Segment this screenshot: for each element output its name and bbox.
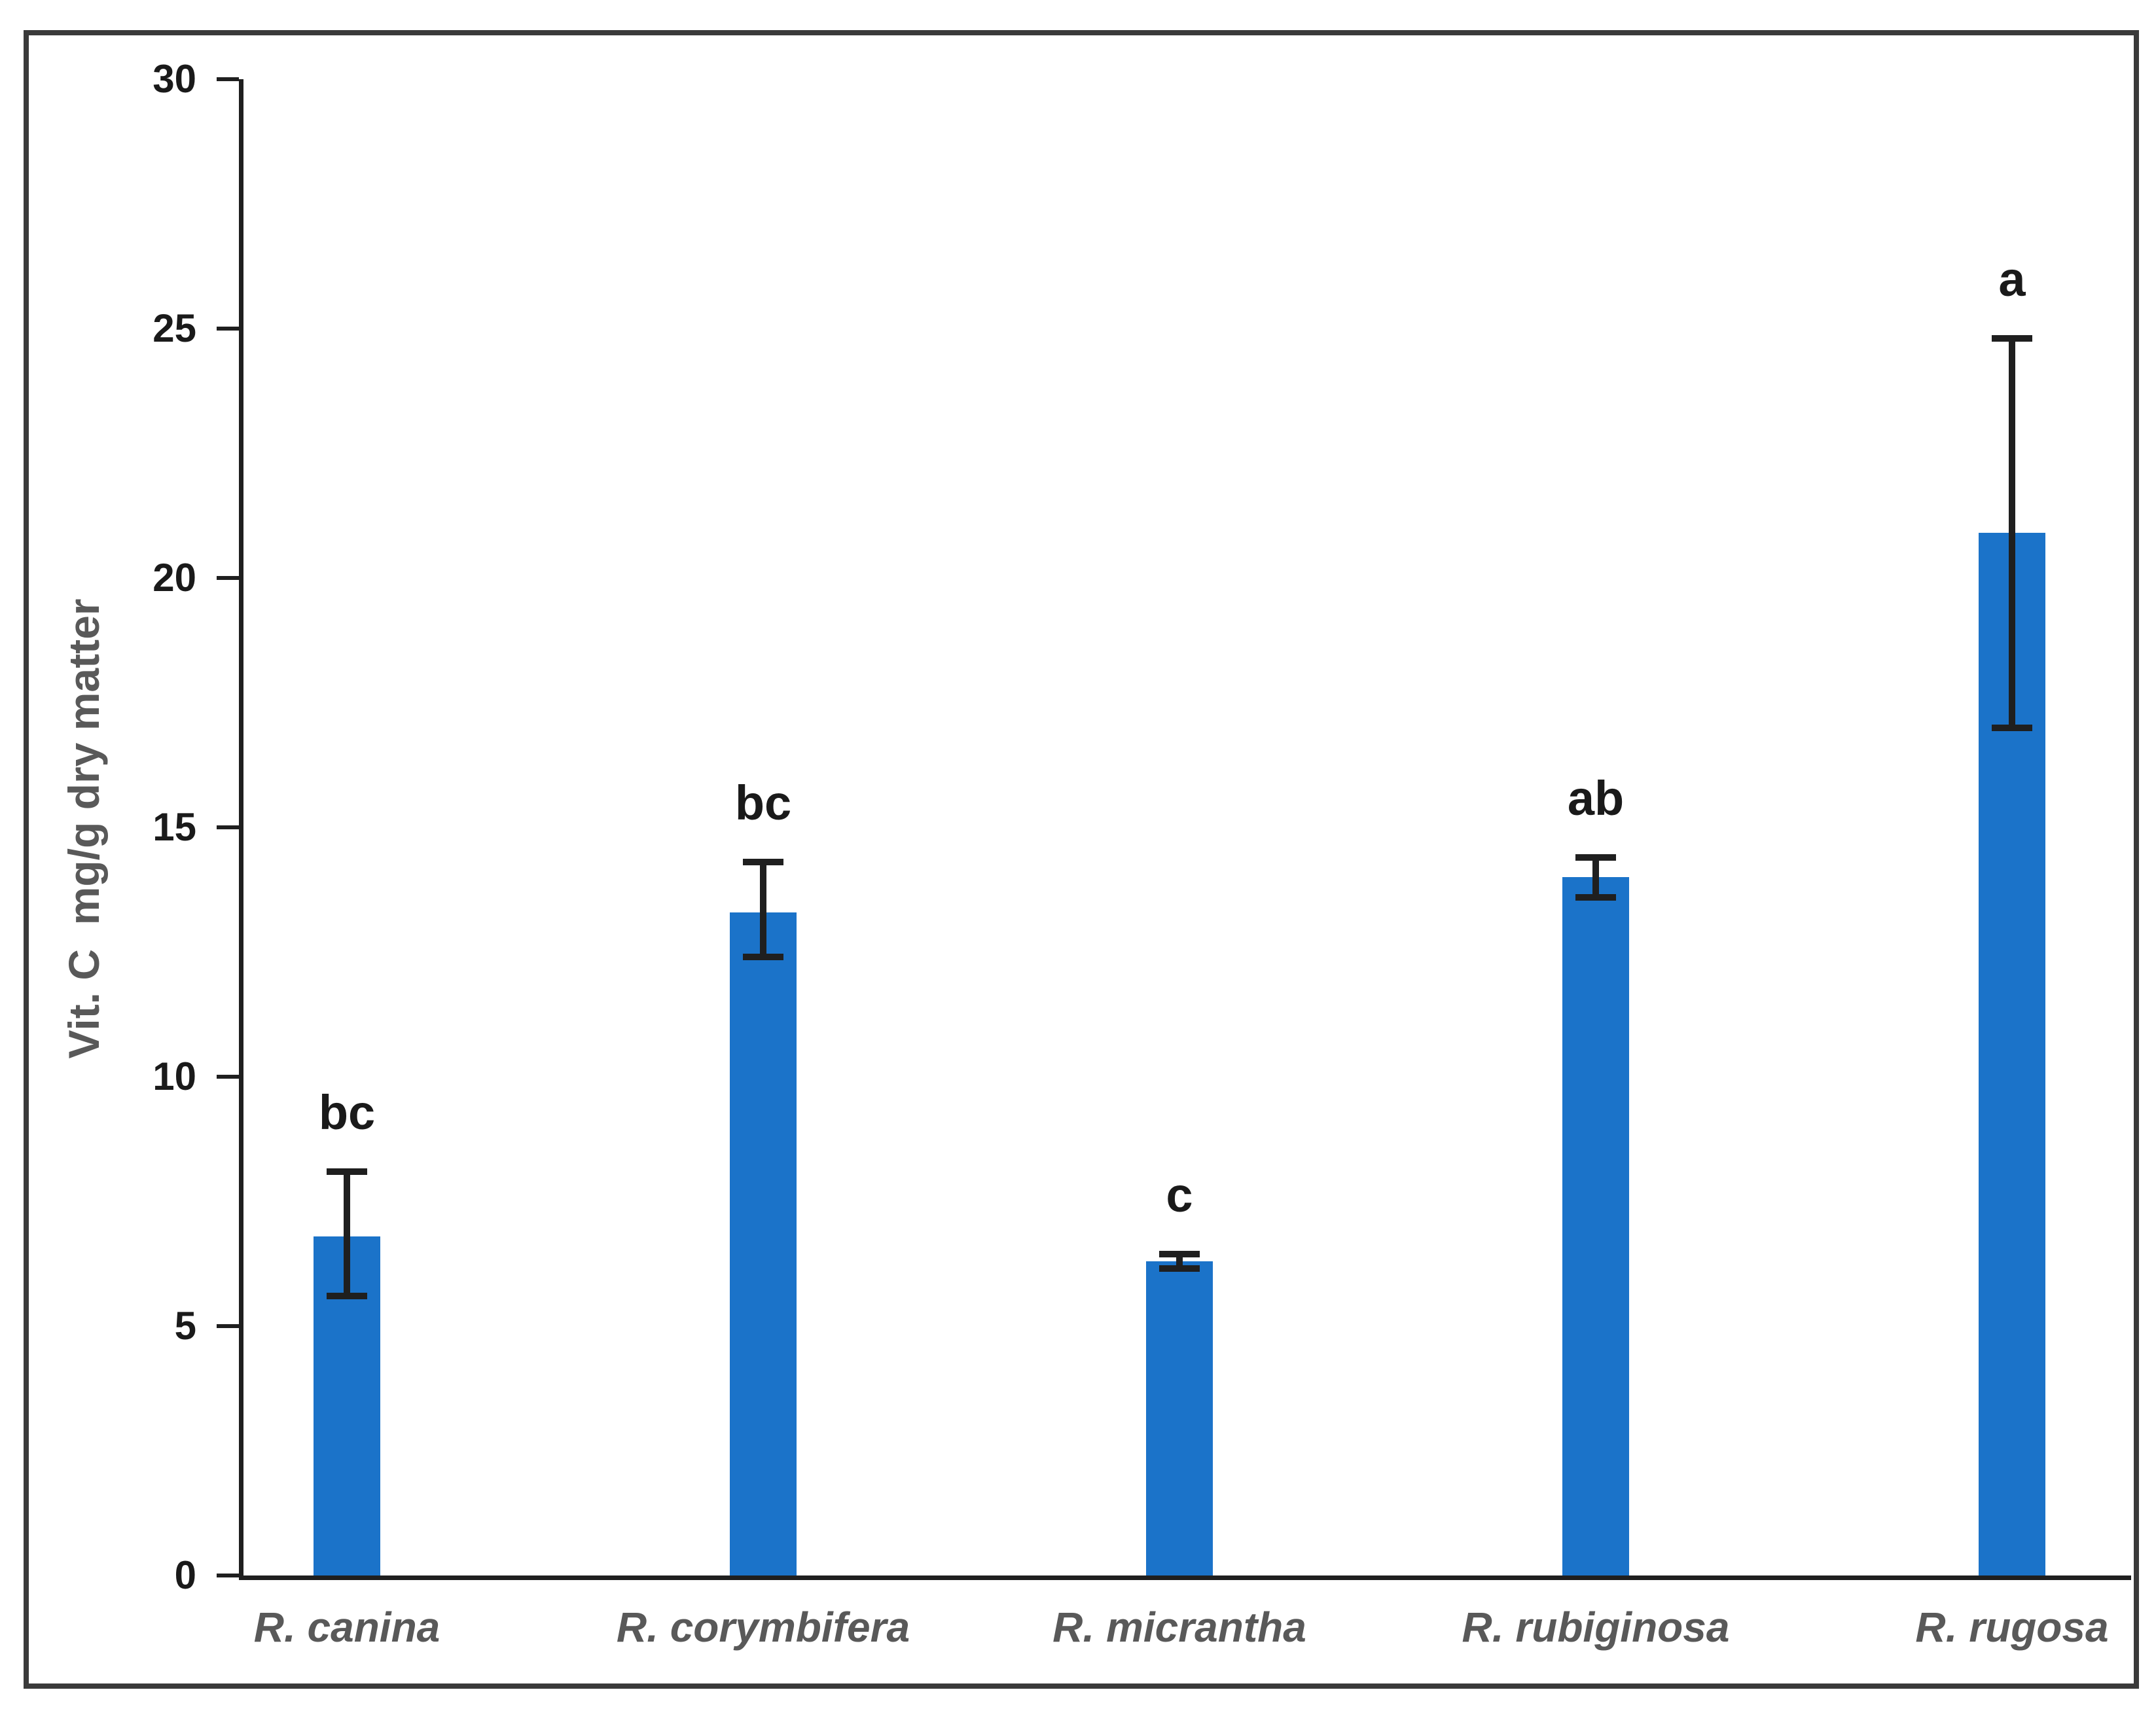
y-axis-line — [239, 79, 243, 1580]
y-tick-label: 5 — [174, 1304, 196, 1348]
y-tick-mark — [217, 825, 239, 829]
y-tick-mark — [217, 576, 239, 580]
category-label: R. rugosa — [1915, 1604, 2109, 1651]
x-axis-line — [239, 1575, 2131, 1580]
y-tick-mark — [217, 327, 239, 331]
y-tick-mark — [217, 1574, 239, 1577]
y-tick-label: 20 — [153, 556, 196, 600]
y-tick-mark — [217, 77, 239, 81]
error-bar-line — [344, 1172, 350, 1297]
significance-label: a — [1998, 252, 2026, 306]
significance-label: bc — [734, 776, 792, 830]
figure-border — [24, 30, 2139, 1689]
bar — [1146, 1261, 1213, 1575]
category-label: R. rubiginosa — [1462, 1604, 1730, 1651]
bar — [730, 912, 797, 1575]
error-bar-cap-top — [1992, 335, 2032, 342]
error-bar-cap-bottom — [1992, 725, 2032, 731]
error-bar-line — [1176, 1254, 1183, 1269]
category-label: R. canina — [253, 1604, 440, 1651]
error-bar-line — [1592, 857, 1599, 897]
significance-label: bc — [318, 1085, 376, 1140]
error-bar-cap-top — [743, 859, 783, 865]
y-tick-label: 30 — [153, 57, 196, 101]
error-bar-cap-top — [327, 1168, 367, 1175]
category-label: R. micrantha — [1052, 1604, 1306, 1651]
bar — [1562, 877, 1629, 1575]
category-label: R. corymbifera — [616, 1604, 910, 1651]
y-tick-mark — [217, 1324, 239, 1328]
error-bar-line — [2009, 338, 2015, 727]
error-bar-cap-bottom — [743, 954, 783, 960]
significance-label: ab — [1567, 771, 1625, 825]
y-tick-label: 25 — [153, 306, 196, 350]
error-bar-line — [760, 862, 766, 957]
y-tick-label: 10 — [153, 1054, 196, 1098]
error-bar-cap-bottom — [1575, 894, 1616, 901]
significance-label: c — [1166, 1168, 1193, 1222]
y-tick-label: 15 — [153, 805, 196, 849]
y-tick-mark — [217, 1075, 239, 1079]
error-bar-cap-top — [1159, 1251, 1200, 1257]
error-bar-cap-top — [1575, 854, 1616, 861]
error-bar-cap-bottom — [1159, 1265, 1200, 1272]
y-tick-label: 0 — [174, 1553, 196, 1597]
error-bar-cap-bottom — [327, 1293, 367, 1299]
